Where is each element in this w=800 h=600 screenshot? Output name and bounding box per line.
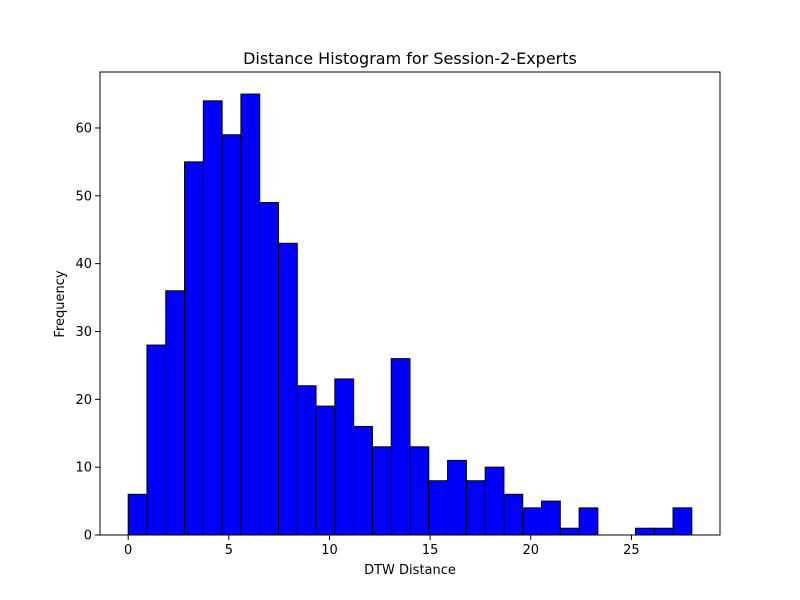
histogram-bar [559,527,580,536]
histogram-bar [146,344,167,536]
y-axis: 0 10 20 30 40 50 60 [75,121,100,544]
x-tick-label: 10 [321,543,338,558]
histogram-bar [240,93,261,536]
histogram-bar [428,480,449,536]
y-tick-label: 10 [75,461,92,476]
y-tick-label: 40 [75,257,92,272]
histogram-bar [315,405,336,536]
histogram-bar [202,100,223,536]
histogram-bar [634,527,655,536]
histogram-bar [522,507,543,536]
histogram-bar [127,493,148,536]
histogram-bar [184,161,204,536]
histogram-bar [334,378,355,536]
y-tick-label: 60 [75,121,92,136]
x-tick-label: 15 [422,543,439,558]
histogram-bar [653,527,674,536]
histogram-bar [409,446,430,536]
histogram-bar [296,385,317,536]
x-tick-label: 25 [623,543,640,558]
histogram-bar [165,290,186,536]
x-axis: 0 5 10 15 20 25 [124,535,640,558]
histogram-bar [541,500,561,536]
histogram-bar [503,493,524,536]
y-tick-label: 0 [84,529,92,544]
x-tick-label: 0 [124,543,132,558]
y-tick-label: 30 [75,325,92,340]
chart-title: Distance Histogram for Session-2-Experts [243,49,577,68]
bars-group [127,93,693,536]
plot-frame [99,71,721,536]
histogram-bar [672,507,693,536]
histogram-bar [259,202,279,536]
histogram-bar [390,358,411,536]
histogram-bar [371,446,392,536]
x-axis-label: DTW Distance [364,563,456,578]
histogram-bar [221,134,242,536]
x-tick-label: 5 [225,543,233,558]
histogram-bar [353,425,373,536]
histogram-bar [447,459,467,536]
histogram-bar [578,507,599,536]
histogram-bar [465,480,486,536]
y-axis-label: Frequency [53,270,68,337]
y-tick-label: 50 [75,189,92,204]
y-tick-label: 20 [75,393,92,408]
x-tick-label: 20 [523,543,540,558]
histogram-bar [484,466,505,536]
histogram-bar [277,242,298,536]
